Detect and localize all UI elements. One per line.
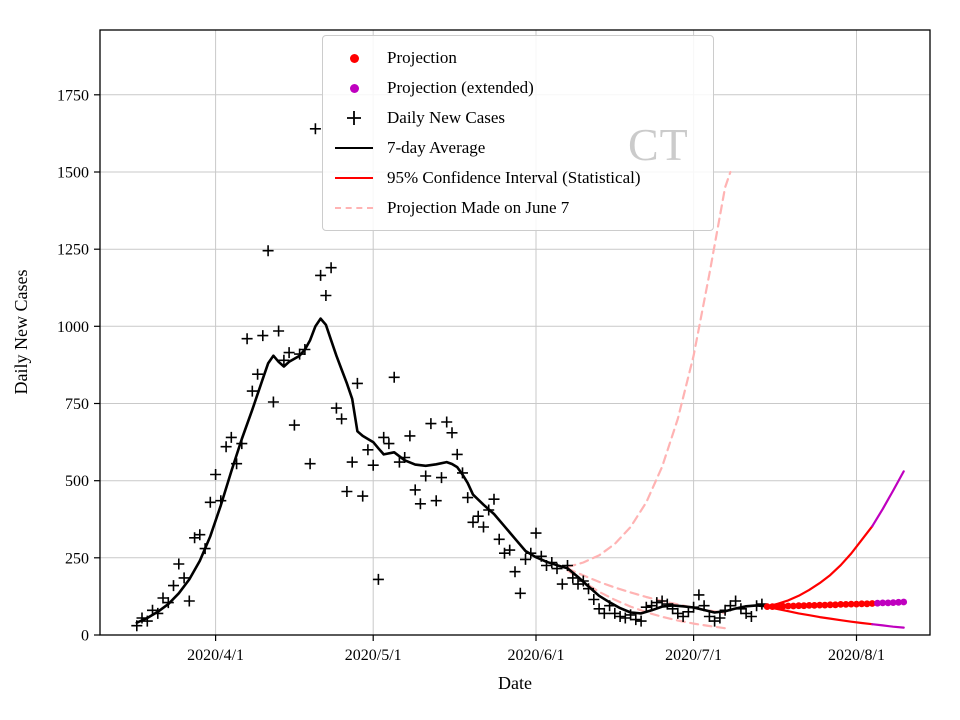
legend-label: Projection (extended) (387, 78, 534, 97)
projection-dot-icon (333, 53, 375, 63)
y-tick-label: 1500 (57, 165, 89, 182)
x-tick-label: 2020/7/1 (665, 647, 722, 664)
y-tick-label: 1250 (57, 242, 89, 259)
legend: Projection Projection (extended) Daily New… (322, 35, 714, 231)
legend-label: 95% Confidence Interval (Statistical) (387, 168, 641, 187)
x-tick-label: 2020/8/1 (828, 647, 885, 664)
x-tick-label: 2020/4/1 (187, 647, 244, 664)
x-tick-label: 2020/6/1 (508, 647, 565, 664)
legend-label: Projection (387, 48, 457, 67)
y-axis-label: Daily New Cases (11, 270, 31, 395)
series-projection (763, 600, 876, 610)
y-tick-label: 0 (81, 628, 89, 645)
legend-item: 95% Confidence Interval (Statistical) (333, 163, 703, 193)
legend-label: 7-day Average (387, 138, 486, 157)
confidence-interval-line-icon (333, 177, 375, 179)
legend-label: Projection Made on June 7 (387, 198, 570, 217)
x-tick-label: 2020/5/1 (345, 647, 402, 664)
y-tick-label: 500 (65, 473, 89, 490)
y-tick-label: 250 (65, 550, 89, 567)
y-tick-label: 1000 (57, 319, 89, 336)
legend-item: Projection (333, 43, 703, 73)
legend-item: 7-day Average (333, 133, 703, 163)
legend-item: Projection Made on June 7 (333, 193, 703, 223)
projection-extended-dot-icon (333, 83, 375, 93)
series-projection-extended (874, 598, 908, 607)
y-tick-label: 1750 (57, 87, 89, 104)
watermark: CT (628, 119, 689, 170)
series-ci-lower-extended (871, 623, 905, 629)
june7-projection-line-icon (333, 207, 375, 209)
plot-border (99, 29, 931, 636)
series-ci-upper (766, 525, 874, 608)
legend-item: Daily New Cases (333, 103, 703, 133)
legend-item: Projection (extended) (333, 73, 703, 103)
series-ci-upper-extended (871, 470, 905, 528)
series-ci-lower (766, 605, 874, 626)
y-tick-label: 750 (65, 396, 89, 413)
legend-label: Daily New Cases (387, 108, 506, 127)
average-line-icon (333, 147, 375, 149)
series-seven-day-average (135, 317, 769, 624)
x-axis-label: Date (498, 673, 532, 693)
series-june7-projection-upper (566, 170, 732, 569)
daily-cases-plus-icon (333, 109, 375, 127)
